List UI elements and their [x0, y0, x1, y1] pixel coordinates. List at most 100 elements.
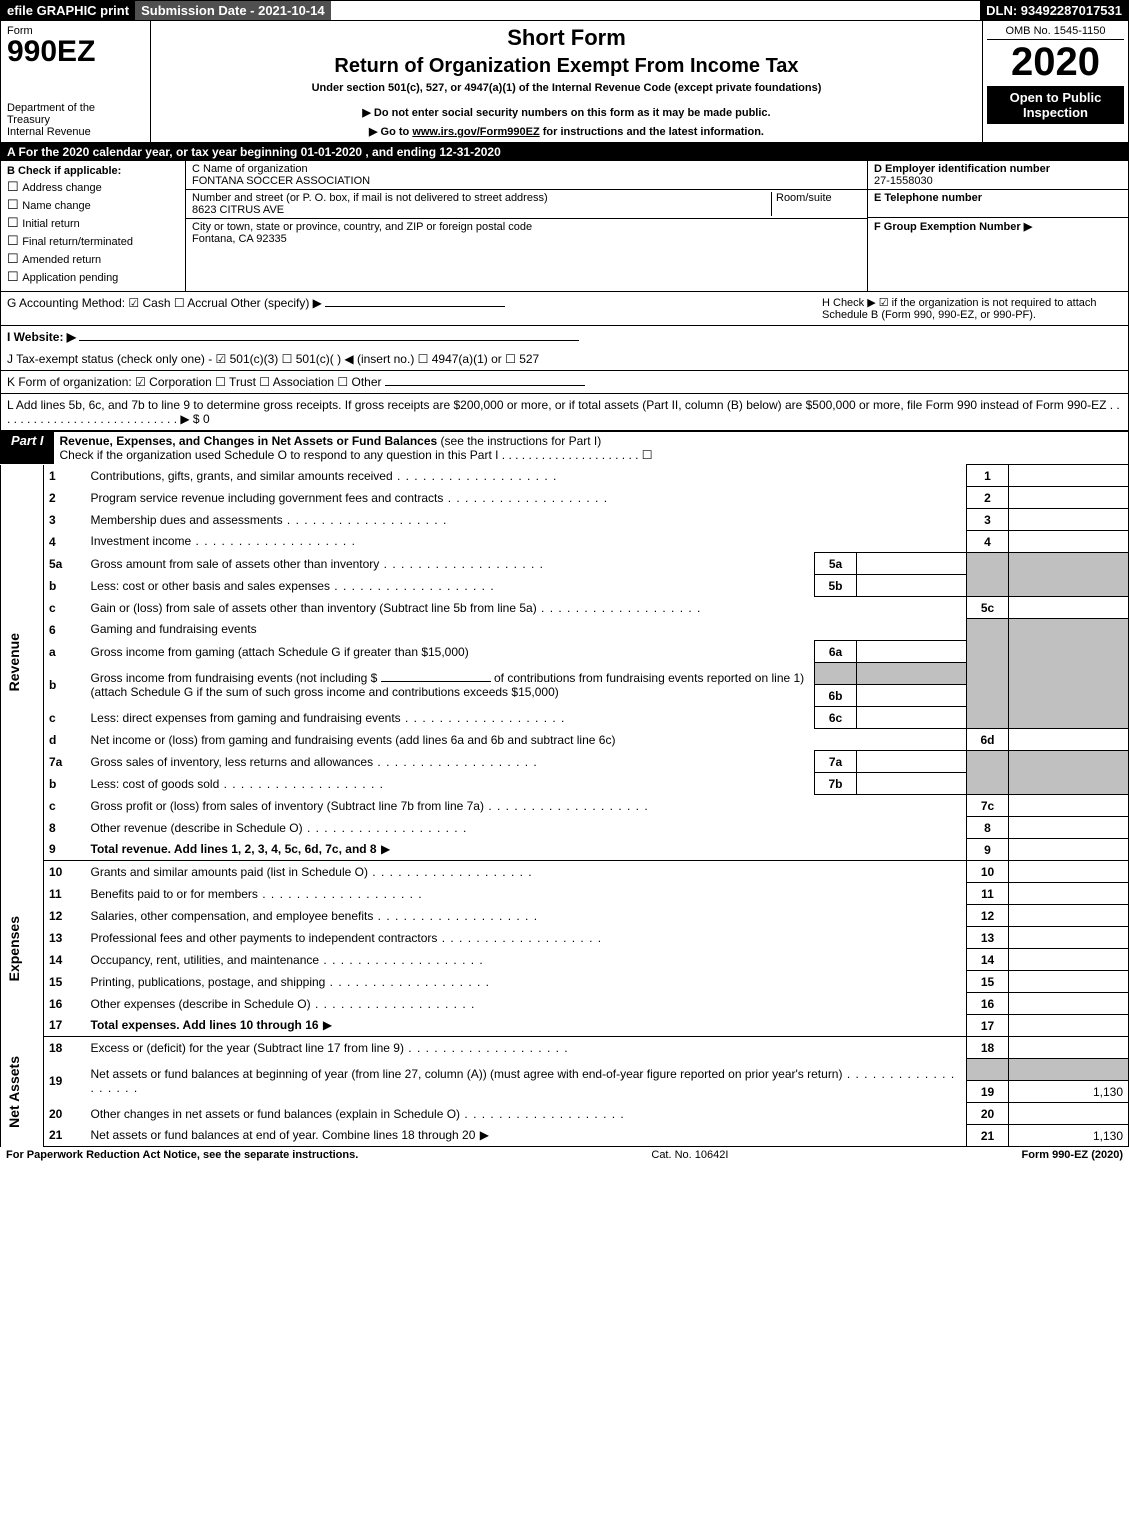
l19-val-shade: [1009, 1059, 1129, 1081]
line-1: Revenue 1 Contributions, gifts, grants, …: [1, 465, 1129, 487]
line-2: 2 Program service revenue including gove…: [1, 487, 1129, 509]
l15-no: 15: [44, 971, 86, 993]
net-assets-label: Net Assets: [6, 1052, 22, 1132]
submission-date: Submission Date - 2021-10-14: [135, 1, 331, 20]
e-label: E Telephone number: [874, 192, 1122, 204]
c-addr-val: 8623 CITRUS AVE: [192, 204, 771, 216]
l13-val: [1009, 927, 1129, 949]
side-revenue: Revenue: [1, 465, 44, 861]
footer-mid: Cat. No. 10642I: [651, 1149, 728, 1161]
part1-title: Revenue, Expenses, and Changes in Net As…: [54, 431, 1128, 464]
check-application-pending[interactable]: Application pending: [7, 269, 179, 285]
l10-no: 10: [44, 861, 86, 883]
l7a-no: 7a: [44, 751, 86, 773]
l6c-subno: 6c: [815, 707, 857, 729]
topbar-spacer: [331, 1, 981, 20]
open-to-public: Open to Public Inspection: [987, 86, 1124, 124]
line-16: 16 Other expenses (describe in Schedule …: [1, 993, 1129, 1015]
under-section: Under section 501(c), 527, or 4947(a)(1)…: [157, 82, 976, 94]
l20-num: 20: [967, 1103, 1009, 1125]
l6c-desc: Less: direct expenses from gaming and fu…: [86, 707, 815, 729]
line-13: 13 Professional fees and other payments …: [1, 927, 1129, 949]
f-label: F Group Exemption Number ▶: [874, 220, 1122, 233]
l17-desc-text: Total expenses. Add lines 10 through 16: [91, 1018, 319, 1032]
form-header: Form 990EZ Department of the Treasury In…: [0, 21, 1129, 143]
line-6a: a Gross income from gaming (attach Sched…: [1, 641, 1129, 663]
line-5b: b Less: cost or other basis and sales ex…: [1, 575, 1129, 597]
i-blank[interactable]: [79, 340, 579, 341]
l13-no: 13: [44, 927, 86, 949]
l15-val: [1009, 971, 1129, 993]
line-11: 11 Benefits paid to or for members 11: [1, 883, 1129, 905]
header-left: Form 990EZ Department of the Treasury In…: [1, 21, 151, 142]
l17-desc: Total expenses. Add lines 10 through 16: [86, 1015, 967, 1037]
l6b-desc: Gross income from fundraising events (no…: [86, 663, 815, 707]
line-7a: 7a Gross sales of inventory, less return…: [1, 751, 1129, 773]
short-form-title: Short Form: [157, 25, 976, 51]
lines-table: Revenue 1 Contributions, gifts, grants, …: [0, 464, 1129, 1147]
k-blank[interactable]: [385, 385, 585, 386]
l17-val: [1009, 1015, 1129, 1037]
line-21: 21 Net assets or fund balances at end of…: [1, 1125, 1129, 1147]
l7b-subno: 7b: [815, 773, 857, 795]
check-amended-return[interactable]: Amended return: [7, 251, 179, 267]
topbar: efile GRAPHIC print Submission Date - 20…: [0, 0, 1129, 21]
l17-num: 17: [967, 1015, 1009, 1037]
row-a-tax-year: A For the 2020 calendar year, or tax yea…: [0, 143, 1129, 161]
l7c-val: [1009, 795, 1129, 817]
footer-right: Form 990-EZ (2020): [1022, 1149, 1123, 1161]
l6-no: 6: [44, 619, 86, 641]
l15-num: 15: [967, 971, 1009, 993]
part1-title-suffix: (see the instructions for Part I): [437, 434, 601, 448]
department: Department of the Treasury Internal Reve…: [7, 102, 144, 138]
l5-val-shade: [1009, 553, 1129, 597]
l8-no: 8: [44, 817, 86, 839]
l3-no: 3: [44, 509, 86, 531]
form-number: 990EZ: [7, 35, 144, 69]
l5a-desc: Gross amount from sale of assets other t…: [86, 553, 815, 575]
l20-val: [1009, 1103, 1129, 1125]
l20-no: 20: [44, 1103, 86, 1125]
l18-num: 18: [967, 1037, 1009, 1059]
part1-label: Part I: [1, 431, 54, 464]
dln: DLN: 93492287017531: [980, 1, 1128, 20]
l6a-subno: 6a: [815, 641, 857, 663]
g-accounting-method: G Accounting Method: ☑ Cash ☐ Accrual Ot…: [7, 296, 822, 321]
check-initial-return[interactable]: Initial return: [7, 215, 179, 231]
l6b-blank[interactable]: [381, 681, 491, 682]
k-text: K Form of organization: ☑ Corporation ☐ …: [7, 375, 382, 389]
l6a-no: a: [44, 641, 86, 663]
g-other-blank[interactable]: [325, 306, 505, 307]
check-final-return[interactable]: Final return/terminated: [7, 233, 179, 249]
goto-link-row: Go to www.irs.gov/Form990EZ for instruct…: [157, 125, 976, 138]
footer: For Paperwork Reduction Act Notice, see …: [0, 1147, 1129, 1163]
row-g-h: G Accounting Method: ☑ Cash ☐ Accrual Ot…: [0, 292, 1129, 326]
line-4: 4 Investment income 4: [1, 531, 1129, 553]
check-address-change[interactable]: Address change: [7, 179, 179, 195]
row-k-org-form: K Form of organization: ☑ Corporation ☐ …: [0, 371, 1129, 394]
l18-desc: Excess or (deficit) for the year (Subtra…: [86, 1037, 967, 1059]
line-10: Expenses 10 Grants and similar amounts p…: [1, 861, 1129, 883]
l6c-no: c: [44, 707, 86, 729]
irs-link[interactable]: www.irs.gov/Form990EZ: [412, 126, 539, 138]
l21-no: 21: [44, 1125, 86, 1147]
l19-no: 19: [44, 1059, 86, 1103]
check-name-change[interactable]: Name change: [7, 197, 179, 213]
l7-val-shade: [1009, 751, 1129, 795]
l2-val: [1009, 487, 1129, 509]
l13-desc: Professional fees and other payments to …: [86, 927, 967, 949]
line-12: 12 Salaries, other compensation, and emp…: [1, 905, 1129, 927]
part1-header: Part I Revenue, Expenses, and Changes in…: [0, 431, 1129, 464]
line-5a: 5a Gross amount from sale of assets othe…: [1, 553, 1129, 575]
l14-no: 14: [44, 949, 86, 971]
l5a-no: 5a: [44, 553, 86, 575]
l14-desc: Occupancy, rent, utilities, and maintena…: [86, 949, 967, 971]
efile-label: efile GRAPHIC print: [1, 1, 135, 20]
c-room-label: Room/suite: [776, 192, 832, 204]
l6d-val: [1009, 729, 1129, 751]
l1-desc: Contributions, gifts, grants, and simila…: [86, 465, 967, 487]
l11-desc: Benefits paid to or for members: [86, 883, 967, 905]
l20-desc: Other changes in net assets or fund bala…: [86, 1103, 967, 1125]
line-5c: c Gain or (loss) from sale of assets oth…: [1, 597, 1129, 619]
i-label: I Website: ▶: [7, 330, 76, 344]
